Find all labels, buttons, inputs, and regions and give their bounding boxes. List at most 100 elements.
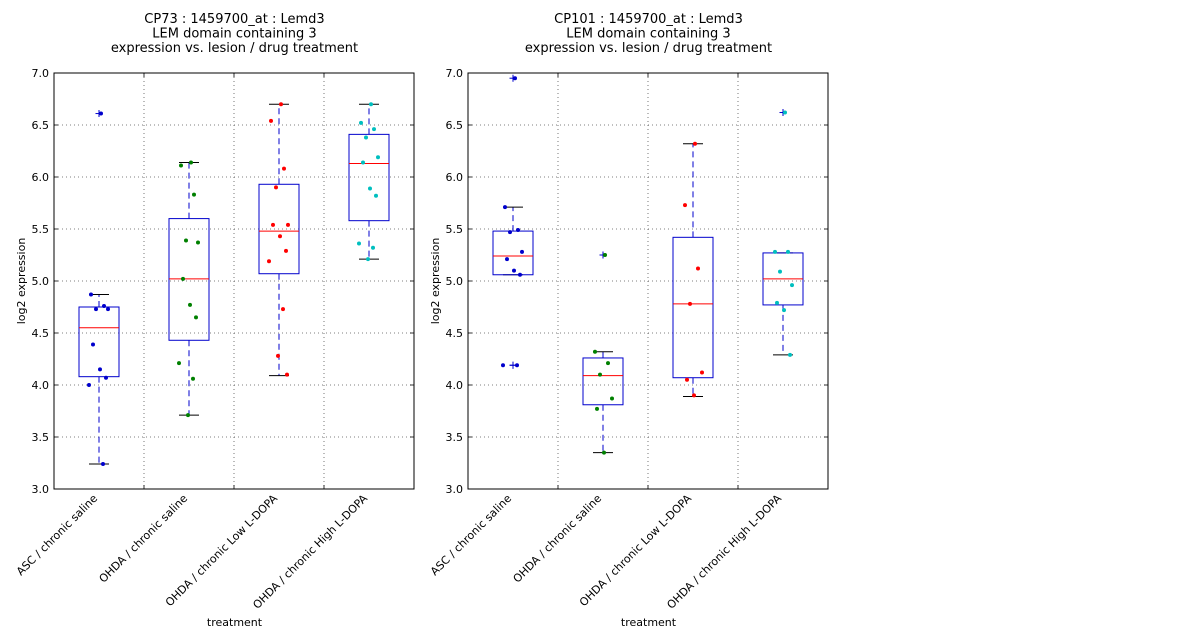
- data-point: [775, 300, 779, 305]
- data-point: [359, 120, 363, 125]
- data-point: [279, 102, 283, 107]
- data-point: [194, 315, 198, 320]
- data-point: [177, 361, 181, 366]
- data-point: [515, 363, 519, 368]
- data-point: [374, 193, 378, 198]
- chart-1-title: CP73 : 1459700_at : Lemd3 LEM domain con…: [111, 12, 358, 56]
- plot-frame: [467, 72, 829, 490]
- data-point: [782, 308, 786, 313]
- data-point: [603, 253, 607, 257]
- data-point: [783, 110, 787, 115]
- chart-2-title-line-2: LEM domain containing 3: [566, 27, 730, 42]
- data-point: [598, 372, 602, 377]
- box-3: [672, 143, 714, 397]
- chart-2-title-line-3: expression vs. lesion / drug treatment: [525, 41, 772, 56]
- chart-1-x-axis-label: treatment: [207, 616, 263, 629]
- y-tick-label: 7.0: [446, 67, 464, 80]
- y-tick-label: 3.5: [32, 431, 50, 444]
- data-point: [505, 257, 509, 262]
- y-tick-label: 5.5: [32, 223, 50, 236]
- data-point: [364, 135, 368, 140]
- iqr-box: [582, 357, 624, 406]
- data-point: [186, 413, 190, 418]
- chart-1-title-line-3: expression vs. lesion / drug treatment: [111, 41, 358, 56]
- y-tick-label: 6.5: [32, 119, 50, 132]
- data-point: [512, 268, 516, 273]
- data-point: [520, 249, 524, 254]
- y-tick-label: 4.5: [446, 327, 464, 340]
- data-point: [518, 272, 522, 277]
- data-point: [106, 307, 110, 312]
- data-point: [357, 241, 361, 246]
- iqr-box: [348, 133, 390, 222]
- data-point: [98, 367, 102, 372]
- data-point: [188, 302, 192, 307]
- data-point: [94, 307, 98, 312]
- data-point: [693, 141, 697, 146]
- chart-2-y-axis-label: log2 expression: [429, 238, 442, 325]
- data-point: [368, 186, 372, 191]
- data-point: [501, 363, 505, 368]
- chart-1-title-line-1: CP73 : 1459700_at : Lemd3: [144, 12, 324, 27]
- data-point: [271, 222, 275, 227]
- data-point: [593, 349, 597, 354]
- y-tick-label: 4.0: [446, 379, 464, 392]
- chart-2-title: CP101 : 1459700_at : Lemd3 LEM domain co…: [525, 12, 772, 56]
- data-point: [192, 192, 196, 197]
- data-point: [269, 118, 273, 123]
- y-tick-label: 6.0: [32, 171, 50, 184]
- y-tick-label: 6.0: [446, 171, 464, 184]
- data-point: [87, 383, 91, 387]
- data-point: [278, 234, 282, 239]
- iqr-box: [672, 236, 714, 379]
- data-point: [683, 203, 687, 208]
- data-point: [788, 352, 792, 357]
- chart-2-title-line-1: CP101 : 1459700_at : Lemd3: [554, 12, 743, 27]
- data-point: [274, 185, 278, 190]
- data-point: [376, 155, 380, 160]
- y-tick-label: 7.0: [32, 67, 50, 80]
- iqr-box: [258, 183, 300, 275]
- data-point: [102, 303, 106, 308]
- y-tick-label: 6.5: [446, 119, 464, 132]
- data-point: [99, 111, 103, 116]
- y-tick-label: 3.0: [446, 483, 464, 496]
- data-point: [101, 462, 105, 467]
- data-point: [179, 163, 183, 168]
- plot-frame: [53, 72, 415, 490]
- data-point: [688, 301, 692, 306]
- data-point: [184, 238, 188, 243]
- data-point: [366, 257, 370, 262]
- data-point: [778, 269, 782, 274]
- data-point: [773, 249, 777, 254]
- data-point: [181, 276, 185, 281]
- data-point: [282, 166, 286, 171]
- data-point: [700, 370, 704, 375]
- data-point: [503, 205, 507, 210]
- data-point: [91, 342, 95, 347]
- data-point: [786, 249, 790, 254]
- data-point: [692, 393, 696, 398]
- data-point: [685, 377, 689, 382]
- data-point: [371, 245, 375, 250]
- y-tick-label: 4.0: [32, 379, 50, 392]
- data-point: [196, 240, 200, 245]
- data-point: [513, 76, 517, 81]
- y-tick-label: 5.0: [32, 275, 50, 288]
- y-tick-label: 4.5: [32, 327, 50, 340]
- data-point: [610, 396, 614, 401]
- iqr-box: [492, 230, 534, 276]
- y-tick-label: 5.0: [446, 275, 464, 288]
- data-point: [281, 307, 285, 312]
- data-point: [369, 102, 373, 107]
- data-point: [285, 372, 289, 377]
- data-point: [602, 450, 606, 455]
- data-point: [191, 376, 195, 381]
- data-point: [606, 361, 610, 366]
- box-1: [78, 110, 120, 465]
- data-point: [284, 248, 288, 253]
- data-point: [267, 259, 271, 264]
- data-point: [516, 228, 520, 233]
